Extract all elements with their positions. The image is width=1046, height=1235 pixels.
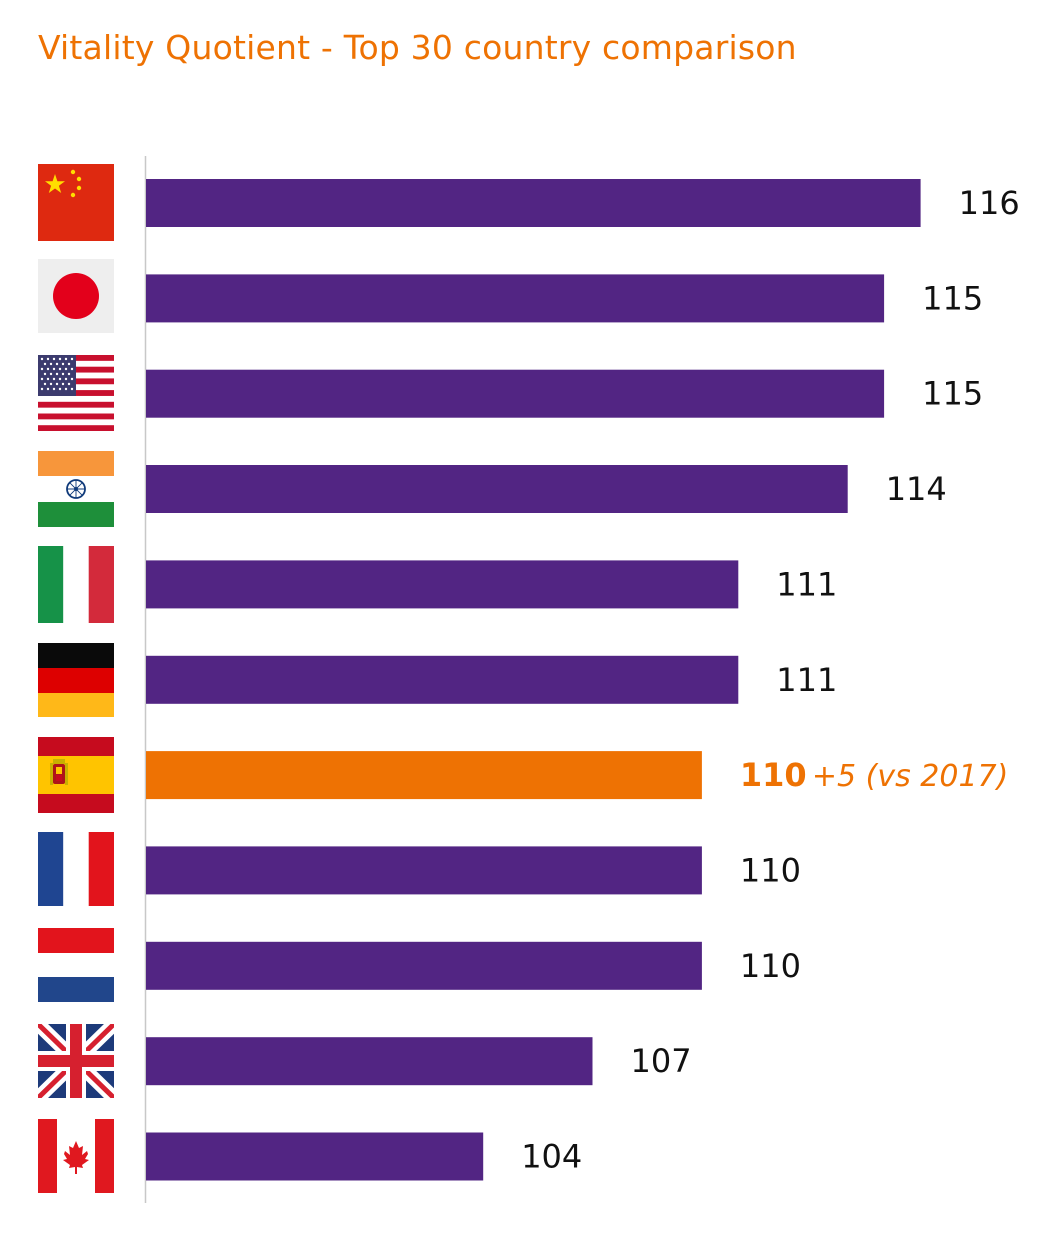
china-flag-icon bbox=[38, 164, 114, 241]
bar-united-states bbox=[146, 369, 885, 418]
bar-spain bbox=[146, 751, 702, 800]
value-label-united-states: 115 bbox=[922, 375, 983, 413]
usa-flag-icon bbox=[38, 355, 114, 431]
value-label-japan: 115 bbox=[922, 279, 983, 317]
uk-flag-icon bbox=[38, 1024, 114, 1098]
bar-france bbox=[146, 846, 702, 895]
value-label-china: 116 bbox=[959, 184, 1020, 222]
value-label-spain: 110 bbox=[740, 756, 807, 794]
germany-flag-icon bbox=[38, 643, 114, 717]
france-flag-icon bbox=[38, 832, 114, 906]
value-label-canada: 104 bbox=[521, 1138, 582, 1176]
bar-germany bbox=[146, 655, 739, 704]
netherlands-flag-icon bbox=[38, 928, 114, 1002]
value-label-germany: 111 bbox=[776, 661, 837, 699]
value-label-india: 114 bbox=[886, 470, 947, 508]
value-label-united-kingdom: 107 bbox=[631, 1042, 692, 1080]
bar-japan bbox=[146, 274, 885, 323]
bar-italy bbox=[146, 560, 739, 609]
canada-flag-icon bbox=[38, 1119, 114, 1193]
japan-flag-icon bbox=[38, 259, 114, 333]
bar-united-kingdom bbox=[146, 1037, 593, 1086]
chart-title: Vitality Quotient - Top 30 country compa… bbox=[38, 28, 797, 67]
value-label-italy: 111 bbox=[776, 565, 837, 603]
value-label-netherlands: 110 bbox=[740, 947, 801, 985]
bar-india bbox=[146, 465, 848, 513]
change-annotation: +5 (vs 2017) bbox=[812, 759, 1008, 794]
india-flag-icon bbox=[38, 451, 114, 527]
bar-china bbox=[146, 179, 921, 227]
italy-flag-icon bbox=[38, 546, 114, 623]
spain-flag-icon bbox=[38, 737, 114, 813]
bar-canada bbox=[146, 1132, 484, 1181]
value-label-france: 110 bbox=[740, 851, 801, 889]
bar-netherlands bbox=[146, 941, 702, 990]
